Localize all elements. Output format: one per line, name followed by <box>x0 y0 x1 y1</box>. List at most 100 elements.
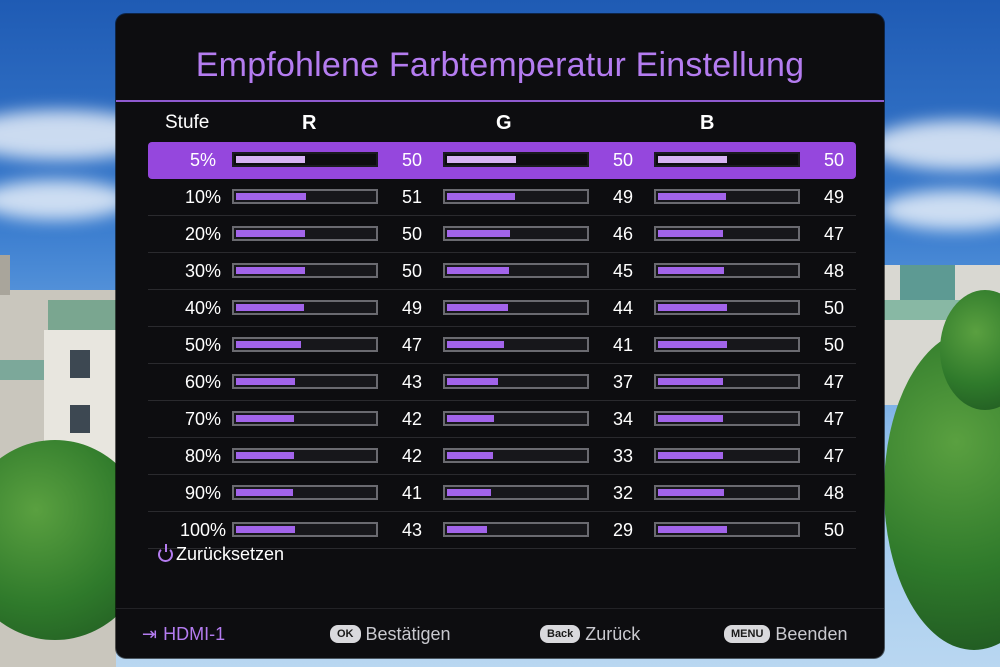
g-slider[interactable] <box>443 411 589 426</box>
b-slider[interactable] <box>654 448 800 463</box>
level-row[interactable]: 60% 43 37 47 <box>148 364 856 401</box>
level-label: 5% <box>189 150 216 170</box>
b-value: 50 <box>823 298 844 318</box>
b-slider-fill <box>658 378 723 385</box>
back-hint-label: Zurück <box>585 623 641 644</box>
menu-hint[interactable]: MENU Beenden <box>724 621 847 647</box>
r-slider[interactable] <box>232 337 378 352</box>
g-value: 29 <box>612 520 633 540</box>
building-left-tower <box>0 255 10 295</box>
g-slider[interactable] <box>443 300 589 315</box>
b-value: 47 <box>823 224 844 244</box>
level-row[interactable]: 20% 50 46 47 <box>148 216 856 253</box>
b-value: 47 <box>823 446 844 466</box>
g-value: 37 <box>612 372 633 392</box>
b-slider-fill <box>658 489 724 496</box>
level-label: 60% <box>184 372 222 392</box>
level-row[interactable]: 100% 43 29 50 <box>148 512 856 549</box>
r-slider[interactable] <box>232 300 378 315</box>
b-slider[interactable] <box>654 189 800 204</box>
g-slider[interactable] <box>443 189 589 204</box>
b-slider-fill <box>658 267 724 274</box>
r-slider[interactable] <box>232 189 378 204</box>
r-slider-fill <box>236 452 294 459</box>
column-header-r: R <box>302 112 317 134</box>
b-slider-fill <box>658 341 727 348</box>
back-key-icon: Back <box>540 625 581 643</box>
building-left-balcony <box>0 360 44 380</box>
g-value: 46 <box>612 224 633 244</box>
r-slider-fill <box>236 156 305 163</box>
b-value: 50 <box>823 150 844 170</box>
b-slider[interactable] <box>654 152 800 167</box>
r-slider-fill <box>236 267 305 274</box>
r-slider[interactable] <box>232 263 378 278</box>
level-row[interactable]: 5% 50 50 50 <box>148 142 856 179</box>
b-value: 48 <box>823 261 844 281</box>
level-label: 40% <box>184 298 222 318</box>
title-divider <box>116 100 884 102</box>
r-slider[interactable] <box>232 411 378 426</box>
g-slider[interactable] <box>443 337 589 352</box>
r-value: 42 <box>401 409 422 429</box>
level-row[interactable]: 50% 47 41 50 <box>148 327 856 364</box>
r-slider[interactable] <box>232 152 378 167</box>
b-slider[interactable] <box>654 485 800 500</box>
level-row[interactable]: 40% 49 44 50 <box>148 290 856 327</box>
b-slider[interactable] <box>654 411 800 426</box>
ok-hint-label: Bestätigen <box>365 623 451 644</box>
g-slider[interactable] <box>443 152 589 167</box>
level-row[interactable]: 10% 51 49 49 <box>148 179 856 216</box>
back-hint[interactable]: Back Zurück <box>540 621 640 647</box>
b-slider[interactable] <box>654 226 800 241</box>
b-slider-fill <box>658 230 723 237</box>
cloud <box>0 180 130 220</box>
r-value: 50 <box>401 224 422 244</box>
r-slider-fill <box>236 415 294 422</box>
g-slider-fill <box>447 267 509 274</box>
g-slider[interactable] <box>443 263 589 278</box>
r-slider-fill <box>236 341 301 348</box>
level-row[interactable]: 80% 42 33 47 <box>148 438 856 475</box>
g-slider[interactable] <box>443 226 589 241</box>
r-slider[interactable] <box>232 522 378 537</box>
footer-divider <box>116 608 884 609</box>
level-row[interactable]: 90% 41 32 48 <box>148 475 856 512</box>
g-slider[interactable] <box>443 522 589 537</box>
b-slider-fill <box>658 193 726 200</box>
g-slider[interactable] <box>443 448 589 463</box>
b-slider[interactable] <box>654 522 800 537</box>
b-slider-fill <box>658 304 727 311</box>
b-value: 50 <box>823 520 844 540</box>
b-value: 47 <box>823 372 844 392</box>
b-slider[interactable] <box>654 374 800 389</box>
r-slider[interactable] <box>232 485 378 500</box>
b-slider[interactable] <box>654 300 800 315</box>
r-slider[interactable] <box>232 226 378 241</box>
g-value: 34 <box>612 409 633 429</box>
g-slider-fill <box>447 156 516 163</box>
b-slider[interactable] <box>654 337 800 352</box>
ok-hint[interactable]: OK Bestätigen <box>330 621 451 647</box>
r-value: 43 <box>401 372 422 392</box>
level-label: 20% <box>184 224 222 244</box>
menu-key-icon: MENU <box>724 625 771 643</box>
g-slider[interactable] <box>443 374 589 389</box>
r-slider[interactable] <box>232 448 378 463</box>
input-source-label: HDMI-1 <box>163 623 226 644</box>
r-value: 43 <box>401 520 422 540</box>
g-slider[interactable] <box>443 485 589 500</box>
level-label: 70% <box>184 409 222 429</box>
b-value: 48 <box>823 483 844 503</box>
reset-label: Zurücksetzen <box>176 544 285 564</box>
level-row[interactable]: 70% 42 34 47 <box>148 401 856 438</box>
b-slider-fill <box>658 526 727 533</box>
g-value: 32 <box>612 483 633 503</box>
level-row[interactable]: 30% 50 45 48 <box>148 253 856 290</box>
input-source[interactable]: ⇥ HDMI-1 <box>142 621 225 647</box>
reset-button[interactable]: Zurücksetzen <box>158 544 284 565</box>
b-slider[interactable] <box>654 263 800 278</box>
ok-key-icon: OK <box>330 625 361 643</box>
r-slider[interactable] <box>232 374 378 389</box>
g-value: 45 <box>612 261 633 281</box>
